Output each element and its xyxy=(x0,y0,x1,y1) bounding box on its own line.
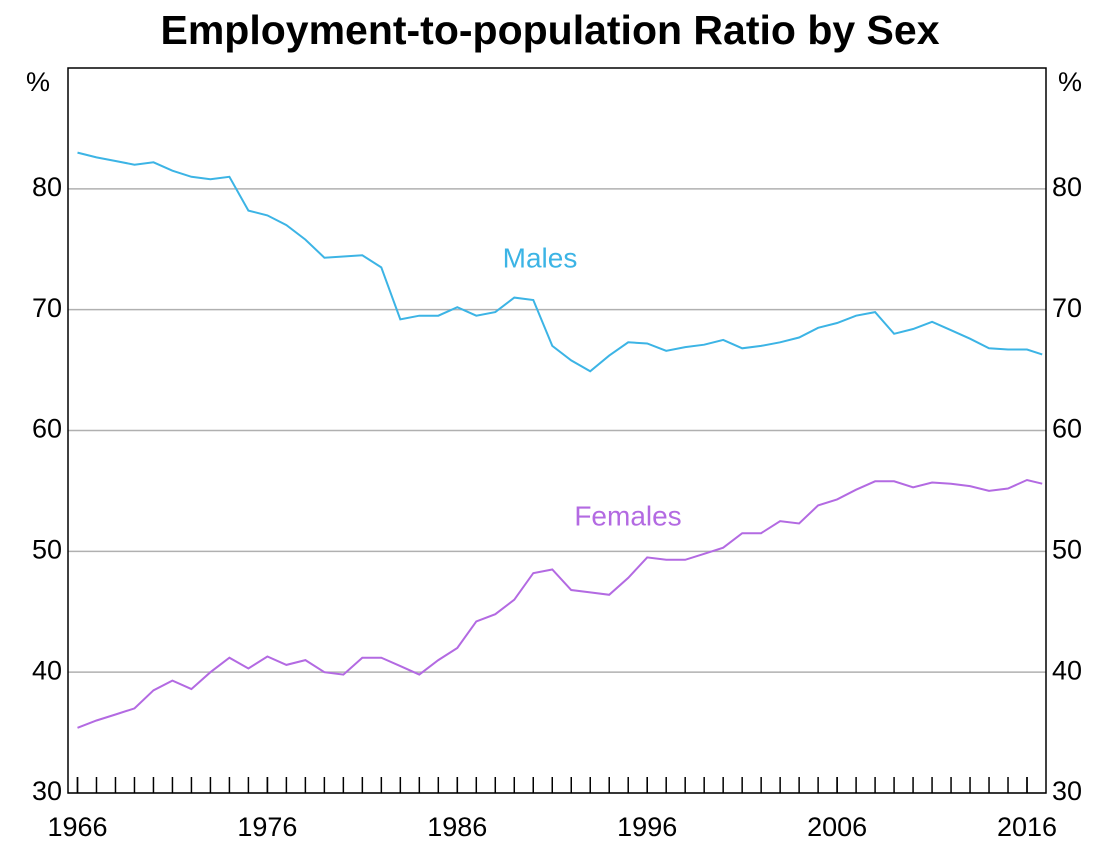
x-tick-label: 1976 xyxy=(237,812,297,842)
y-axis-label: % xyxy=(26,67,50,97)
y-tick-label: 30 xyxy=(32,776,62,806)
y2-tick-label: 40 xyxy=(1052,655,1082,685)
series-label: Females xyxy=(574,500,681,531)
y2-axis-label: % xyxy=(1058,67,1082,97)
y-tick-label: 50 xyxy=(32,534,62,564)
series-label: Males xyxy=(503,242,578,273)
y2-tick-label: 50 xyxy=(1052,534,1082,564)
x-tick-label: 1996 xyxy=(617,812,677,842)
y2-tick-label: 70 xyxy=(1052,293,1082,323)
y2-tick-label: 60 xyxy=(1052,414,1082,444)
y-tick-label: 80 xyxy=(32,172,62,202)
y2-tick-label: 80 xyxy=(1052,172,1082,202)
series-line xyxy=(77,478,1043,729)
y-tick-label: 60 xyxy=(32,414,62,444)
x-tick-label: 1986 xyxy=(427,812,487,842)
chart-title: Employment-to-population Ratio by Sex xyxy=(160,7,939,53)
series-line xyxy=(77,151,1043,373)
x-tick-label: 2006 xyxy=(807,812,867,842)
y-tick-label: 40 xyxy=(32,655,62,685)
x-tick-label: 1966 xyxy=(47,812,107,842)
y2-tick-label: 30 xyxy=(1052,776,1082,806)
y-tick-label: 70 xyxy=(32,293,62,323)
x-tick-label: 2016 xyxy=(997,812,1057,842)
plot-frame xyxy=(67,67,1047,794)
